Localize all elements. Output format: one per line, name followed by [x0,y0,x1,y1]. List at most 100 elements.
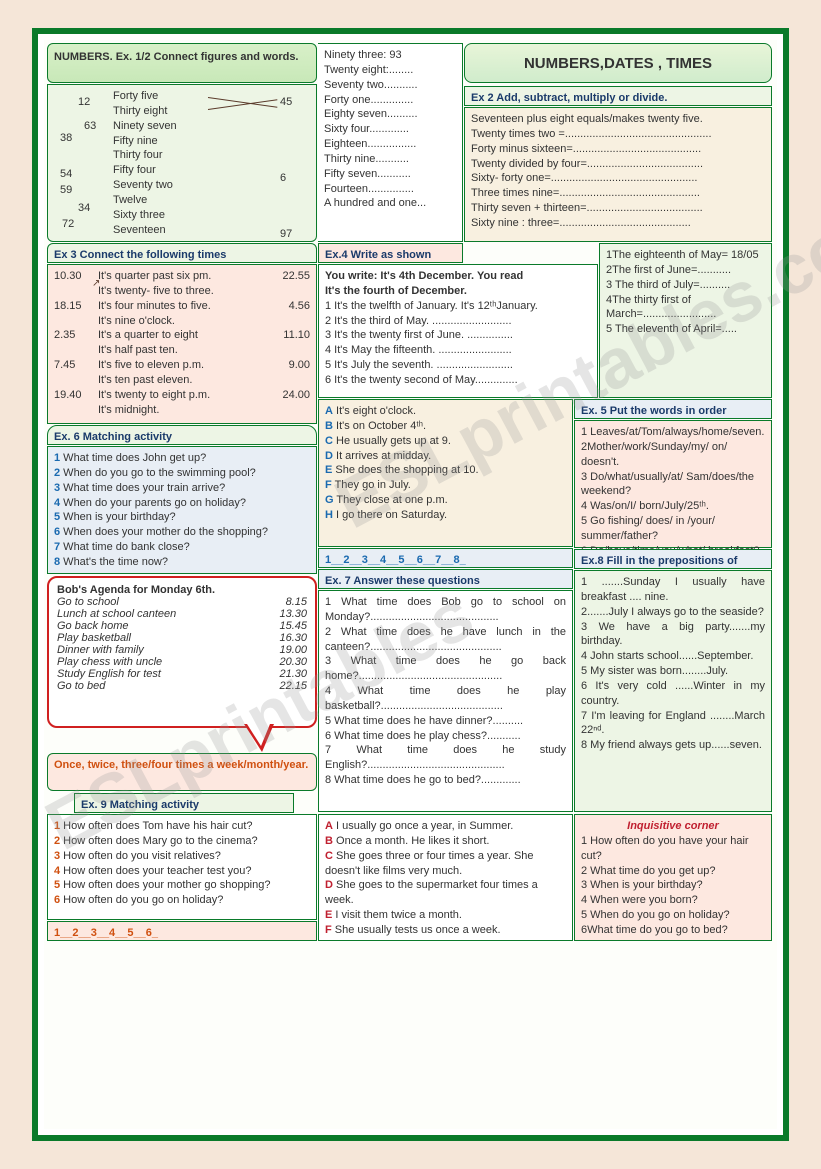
col2: Ninety three: 93 Twenty eight:........ S… [318,43,463,242]
w4: Thirty four [113,148,276,163]
e2-0: Seventeen plus eight equals/makes twenty… [471,112,765,127]
e7-5: 6 What time does he play chess?.........… [325,729,566,744]
ex6-a-item: E She does the shopping at 10. [325,463,566,478]
e7-3: 4 What time does he play basketball?....… [325,684,566,714]
title-text: NUMBERS,DATES , TIMES [524,55,712,72]
agenda-row: Play basketball16.30 [57,632,307,644]
c2-6: Eighteen................ [324,137,456,152]
ex1-words: Forty five Thirty eight Ninety seven Fif… [113,89,276,237]
c2-5: Sixty four............. [324,122,456,137]
agenda-row: Dinner with family19.00 [57,644,307,656]
ex9-q-item: 2 How often does Mary go to the cinema? [54,834,310,849]
c2-1: Twenty eight:........ [324,63,456,78]
ex6-q-item: 4 When do your parents go on holiday? [54,496,310,511]
e5-4: 5 Go fishing/ does/ in /your/ summer/fat… [581,514,765,544]
e8-5: 6 It's very cold ......Winter in my coun… [581,679,765,709]
ex7-body: 1 What time does Bob go to school on Mon… [318,590,573,812]
e2-2: Forty minus sixteen=....................… [471,142,765,157]
e8-3: 4 John starts school......September. [581,649,765,664]
e8-1: 2.......July I always go to the seaside? [581,605,765,620]
ex9-a-item: C She goes three or four times a year. S… [325,849,566,879]
n63: 63 [84,119,96,134]
c2-7: Thirty nine........... [324,152,456,167]
speech-tail-icon [244,724,284,754]
ex2-body: Seventeen plus eight equals/makes twenty… [464,107,772,242]
e5-0: 1 Leaves/at/Tom/always/home/seven. [581,425,765,440]
ex9-a-item: F She usually tests us once a week. [325,923,566,938]
ex7-header: Ex. 7 Answer these questions [318,569,573,589]
ex9-q: 1 How often does Tom have his hair cut?2… [47,814,317,920]
e5-3: 4 Was/on/I/ born/July/25ᵗʰ. [581,499,765,514]
w1: Thirty eight [113,104,276,119]
c2-3: Forty one.............. [324,93,456,108]
ex3-row: It's half past ten. [54,343,310,358]
ex3-row: 19.40It's twenty to eight p.m.24.00 [54,388,310,403]
ex9-a: A I usually go once a year, in Summer.B … [318,814,573,941]
ex9-q-item: 1 How often does Tom have his hair cut? [54,819,310,834]
ex5-header: Ex. 5 Put the words in order [574,399,772,419]
e4b-3: 4The thirty first of March=.............… [606,293,765,323]
ex9-q-item: 3 How often do you visit relatives? [54,849,310,864]
w7: Twelve [113,193,276,208]
e2-6: Thirty seven + thirteen=................… [471,201,765,216]
agenda-row: Go to bed22.15 [57,680,307,692]
c2-0: Ninety three: 93 [324,48,456,63]
e7-1: 2 What time does he have lunch in the ca… [325,625,566,655]
r97: 97 [280,227,292,242]
e4b-4: 5 The eleventh of April=..... [606,322,765,337]
ex6-q: 1 What time does John get up?2 When do y… [47,446,317,574]
ex6-q-item: 3 What time does your train arrive? [54,481,310,496]
n34: 34 [78,201,90,216]
c2-2: Seventy two........... [324,78,456,93]
ex6-q-item: 2 When do you go to the swimming pool? [54,466,310,481]
ex3-header: Ex 3 Connect the following times [47,243,317,263]
ex1-body: 12 63 38 54 59 34 72 Forty five Thirty e… [47,84,317,242]
e7-2: 3 What time does he go back home?.......… [325,654,566,684]
e7-0: 1 What time does Bob go to school on Mon… [325,595,566,625]
ex1-header-text: NUMBERS. Ex. 1/2 Connect figures and wor… [54,51,299,63]
e7-6: 7 What time does he study English?......… [325,743,566,773]
e4-2: 3 It's the twenty first of June. .......… [325,328,591,343]
ex9-header: Ex. 9 Matching activity [74,793,294,813]
e8-4: 5 My sister was born........July. [581,664,765,679]
e4-4: 5 It's July the seventh. ...............… [325,358,591,373]
ex7-h: Ex. 7 Answer these questions [325,575,480,587]
ex1-right-col: 45 6 97 [280,89,310,237]
ex9-row-t: 1__2__3__4__5__6_ [54,927,158,939]
w6: Seventy two [113,178,276,193]
ex9-q-item: 6 How often do you go on holiday? [54,893,310,908]
ex6-a-item: H I go there on Saturday. [325,508,566,523]
c2-9: Fourteen............... [324,182,456,197]
e4-1: 2 It's the third of May. ...............… [325,314,591,329]
ex5-h: Ex. 5 Put the words in order [581,405,726,417]
ex6-a-item: B It's on October 4ᵗʰ. [325,419,566,434]
e4-0: 1 It's the twelfth of January. It's 12ᵗʰ… [325,299,591,314]
r45: 45 [280,95,292,110]
ex6-q-item: 1 What time does John get up? [54,451,310,466]
w5: Fifty four [113,163,276,178]
page-title: NUMBERS,DATES , TIMES [464,43,772,83]
ex9-a-item: E I visit them twice a month. [325,908,566,923]
e2-3: Twenty divided by four=.................… [471,157,765,172]
agenda-rows: Go to school8.15Lunch at school canteen1… [57,596,307,692]
ex2-header: Ex 2 Add, subtract, multiply or divide. [464,86,772,106]
e5-1: 2Mother/work/Sunday/my/ on/ doesn't. [581,440,765,470]
ex6-h: Ex. 6 Matching activity [54,431,172,443]
e4-3: 4 It's May the fifteenth. ..............… [325,343,591,358]
ex4-header: Ex.4 Write as shown [318,243,463,263]
e8-2: 3 We have a big party.......my birthday. [581,620,765,650]
ex9-row: 1__2__3__4__5__6_ [47,921,317,941]
w9: Seventeen [113,223,276,238]
iq-0: 1 How often do you have your hair cut? [581,834,765,864]
ex6-a-item: F They go in July. [325,478,566,493]
ex8-body: 1 .......Sunday I usually have breakfast… [574,570,772,812]
ex1-left-col: 12 63 38 54 59 34 72 [54,89,109,237]
iq-4: 5 When do you go on holiday? [581,908,765,923]
e4-5: 6 It's the twenty second of May.........… [325,373,591,388]
ex6-a: A It's eight o'clock.B It's on October 4… [318,399,573,547]
e2-7: Sixty nine : three=.....................… [471,216,765,231]
c2-10: A hundred and one... [324,196,456,211]
agenda-row: Go to school8.15 [57,596,307,608]
ex2-h: Ex 2 Add, subtract, multiply or divide. [471,92,667,104]
ex6-q-item: 8 What's the time now? [54,555,310,570]
